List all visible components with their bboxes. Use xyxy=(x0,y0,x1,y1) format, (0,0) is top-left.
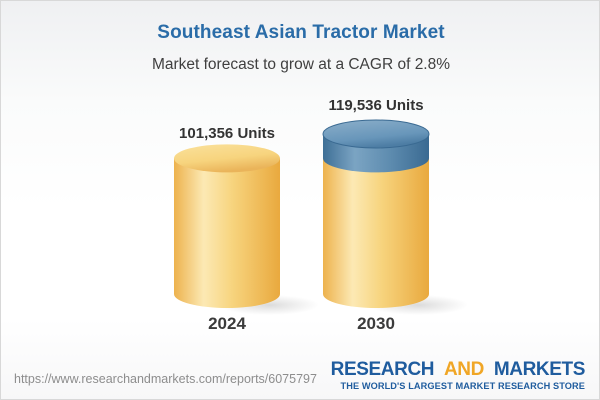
category-label-2024: 2024 xyxy=(208,314,246,333)
chart-canvas xyxy=(1,91,599,351)
chart-title: Southeast Asian Tractor Market xyxy=(157,22,445,43)
logo-tagline: THE WORLD'S LARGEST MARKET RESEARCH STOR… xyxy=(340,381,585,391)
logo-wordmark: RESEARCH AND MARKETS xyxy=(330,359,586,380)
logo-word-markets: MARKETS xyxy=(493,359,586,380)
chart-subtitle: Market forecast to grow at a CAGR of 2.8… xyxy=(151,56,451,73)
value-label-2024: 101,356 Units xyxy=(179,125,275,142)
logo-word-research: RESEARCH xyxy=(330,359,435,380)
report-url: https://www.researchandmarkets.com/repor… xyxy=(14,372,317,386)
category-label-2030: 2030 xyxy=(357,314,395,333)
cylinder-bar-chart xyxy=(174,119,468,315)
logo-word-and: AND xyxy=(443,359,484,380)
research-and-markets-logo: RESEARCH AND MARKETS THE WORLD'S LARGEST… xyxy=(330,359,586,391)
value-label-2030: 119,536 Units xyxy=(328,97,424,114)
